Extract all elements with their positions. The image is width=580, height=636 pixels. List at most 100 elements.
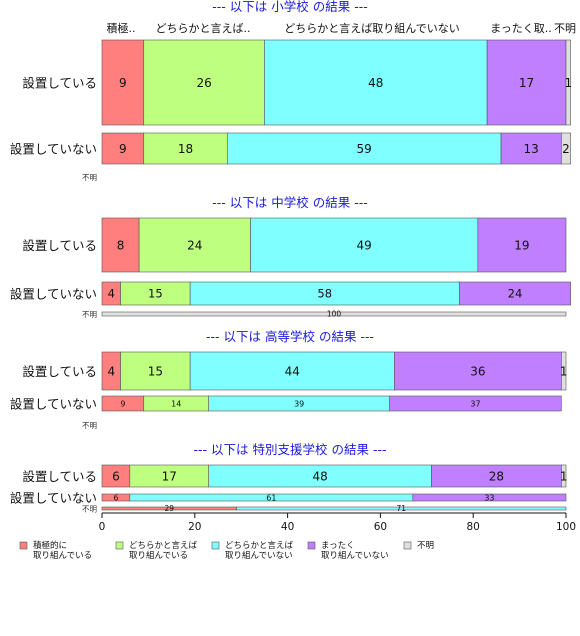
bar-segment [500, 132, 562, 165]
legend-label: まったく [321, 541, 355, 551]
category-header: 不明 [554, 22, 576, 35]
data-label: 59 [357, 142, 372, 156]
data-label: 4 [107, 364, 115, 378]
data-label: 6 [113, 493, 118, 502]
data-label: 15 [148, 287, 163, 301]
row-label: 設置していない [10, 397, 97, 412]
data-label: 39 [294, 399, 304, 408]
data-label: 9 [119, 76, 127, 90]
legend-swatch [115, 541, 124, 550]
legend-swatch [403, 541, 412, 550]
bar-segment [561, 351, 567, 391]
data-label: 71 [397, 504, 407, 513]
data-label: 4 [108, 287, 115, 301]
bar-segment [394, 351, 562, 391]
legend-label: 取り組んでいる [129, 550, 188, 561]
data-label: 17 [162, 469, 177, 483]
row-label: 不明 [82, 310, 97, 319]
bar-segment [189, 351, 395, 391]
category-header: どちらかと言えば取り組んでいない [284, 22, 459, 35]
bar-segment [458, 281, 571, 306]
data-label: 48 [368, 76, 383, 90]
data-label: 18 [178, 142, 193, 156]
data-label: 14 [171, 399, 181, 408]
bar-segment [412, 493, 567, 502]
row-label: 設置している [22, 364, 97, 379]
x-tick-label: 100 [556, 521, 576, 533]
data-label: 8 [117, 238, 125, 252]
bar-segment [101, 217, 140, 273]
section-title: --- 以下は 高等学校 の結果 --- [206, 329, 374, 344]
data-label: 6 [112, 469, 120, 483]
data-label: 58 [317, 287, 332, 301]
row-label: 不明 [82, 505, 97, 514]
bar-segment [138, 217, 251, 273]
bar-segment [236, 506, 567, 511]
data-label: 1 [560, 469, 568, 483]
bar-segment [561, 464, 567, 488]
data-label: 1 [564, 76, 572, 90]
row-label: 不明 [82, 173, 97, 182]
bar-segment [477, 217, 567, 273]
data-label: 28 [489, 469, 504, 483]
bar-segment [101, 39, 145, 126]
data-label: 15 [148, 364, 163, 378]
x-tick-label: 40 [281, 521, 294, 533]
bar-segment [264, 39, 488, 126]
x-tick-label: 80 [467, 521, 480, 533]
legend-swatch [19, 541, 28, 550]
data-label: 17 [519, 76, 534, 90]
legend-label: どちらかと言えば [225, 540, 294, 551]
data-label: 36 [470, 364, 485, 378]
category-header: 積極.. [107, 21, 136, 35]
legend-swatch [307, 541, 316, 550]
bar-segment [389, 395, 562, 412]
x-tick-label: 60 [374, 521, 387, 533]
bar-segment [226, 132, 502, 165]
row-label: 設置している [22, 238, 97, 253]
bar-segment [561, 132, 571, 165]
legend-swatch [211, 541, 220, 550]
x-tick-label: 0 [99, 521, 106, 533]
bar-segment [565, 39, 571, 126]
bar-segment [486, 39, 567, 126]
row-label: 設置していない [10, 287, 97, 302]
bar-segment [101, 132, 145, 165]
legend-label: 取り組んでいない [321, 550, 389, 561]
data-label: 9 [119, 142, 127, 156]
data-label: 13 [524, 142, 539, 156]
legend-label: どちらかと言えば [129, 540, 198, 551]
data-label: 1 [560, 364, 568, 378]
category-header: どちらかと言えば.. [156, 22, 251, 35]
legend-label: 不明 [417, 541, 434, 551]
category-header: まったく取.. [490, 22, 552, 35]
data-label: 24 [508, 287, 523, 301]
data-label: 37 [470, 399, 480, 408]
data-label: 48 [312, 469, 327, 483]
section-title: --- 以下は 特別支援学校 の結果 --- [194, 442, 387, 457]
data-label: 61 [266, 493, 276, 502]
legend-label: 積極的に [33, 540, 67, 551]
bar-segment [143, 132, 228, 165]
row-label: 設置している [22, 76, 97, 91]
data-label: 26 [196, 76, 211, 90]
x-tick-label: 20 [188, 521, 201, 533]
data-label: 100 [327, 310, 342, 319]
bar-segment [101, 311, 567, 317]
legend-label: 取り組んでいない [225, 550, 293, 561]
data-label: 44 [285, 364, 300, 378]
data-label: 24 [187, 238, 202, 252]
bar-segment [250, 217, 479, 273]
data-label: 33 [484, 493, 494, 502]
section-title: --- 以下は 中学校 の結果 --- [212, 195, 367, 210]
row-label: 設置していない [10, 491, 97, 506]
bar-segment [120, 351, 191, 391]
data-label: 29 [165, 504, 175, 513]
row-label: 不明 [82, 421, 97, 430]
row-label: 設置している [22, 469, 97, 484]
row-label: 設置していない [10, 142, 97, 157]
bar-segment [143, 39, 265, 126]
data-label: 19 [514, 238, 529, 252]
data-label: 49 [357, 238, 372, 252]
